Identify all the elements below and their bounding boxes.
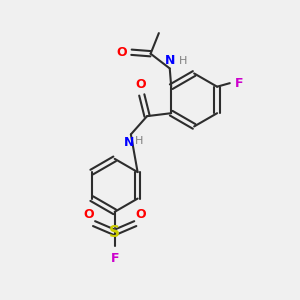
Text: H: H (135, 136, 143, 146)
Text: H: H (179, 56, 188, 66)
Text: F: F (110, 252, 119, 265)
Text: O: O (83, 208, 94, 221)
Text: O: O (135, 208, 146, 221)
Text: N: N (124, 136, 135, 149)
Text: S: S (109, 225, 120, 240)
Text: O: O (116, 46, 127, 59)
Text: F: F (235, 77, 243, 90)
Text: N: N (165, 54, 175, 67)
Text: O: O (135, 77, 146, 91)
